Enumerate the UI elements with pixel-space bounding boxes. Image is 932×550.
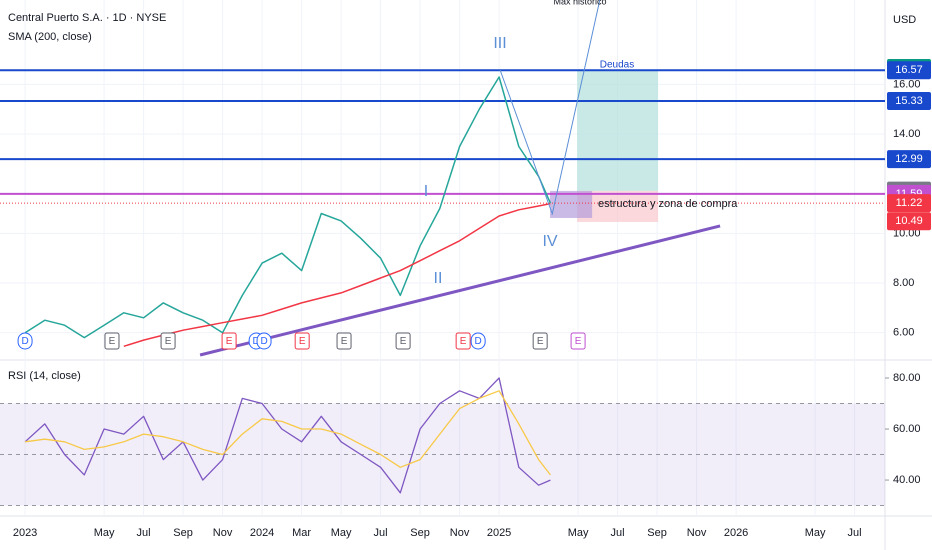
x-tick-label: Jul	[374, 527, 388, 539]
chart-title: Central Puerto S.A. · 1D · NYSE	[8, 12, 166, 24]
event-marker	[395, 332, 411, 350]
event-marker	[256, 332, 272, 350]
x-tick-label: 2024	[250, 527, 274, 539]
y-tick-label: 6.00	[893, 327, 914, 339]
event-marker	[532, 332, 548, 350]
event-label: E	[341, 336, 348, 347]
x-tick-label: Jul	[848, 527, 862, 539]
event-label: D	[260, 336, 267, 347]
series-line	[24, 377, 551, 494]
y-tick-label: 16.00	[893, 78, 921, 90]
annotation: IV	[542, 233, 557, 250]
price-label-box	[887, 212, 931, 231]
event-marker	[160, 332, 176, 350]
trend-line	[199, 224, 721, 357]
x-tick-label: 2025	[487, 527, 511, 539]
annotation: estructura y zona de compra	[598, 198, 738, 210]
event-marker	[104, 332, 120, 350]
y-tick-label: 8.00	[893, 277, 914, 289]
event-marker	[470, 332, 486, 350]
annotation: Max histórico	[553, 0, 606, 6]
x-tick-label: May	[568, 527, 589, 539]
annotation: II	[434, 270, 443, 287]
trend-line	[499, 69, 553, 214]
series-line	[123, 202, 551, 348]
rsi-title: RSI (14, close)	[8, 370, 81, 382]
x-tick-label: Nov	[687, 527, 707, 539]
x-tick-label: Nov	[213, 527, 233, 539]
y-tick-label: 40.00	[893, 474, 921, 486]
currency-label: USD	[893, 14, 916, 26]
x-tick-label: Jul	[611, 527, 625, 539]
price-label-box	[887, 92, 931, 111]
price-label: 15.33	[895, 95, 923, 107]
x-tick-label: Mar	[292, 527, 311, 539]
annotation: III	[493, 35, 506, 52]
event-label: E	[109, 336, 116, 347]
event-label: E	[460, 336, 467, 347]
event-marker	[17, 332, 33, 350]
x-tick-label: Jul	[137, 527, 151, 539]
price-label: 16.57	[895, 64, 923, 76]
x-tick-label: 2026	[724, 527, 748, 539]
x-tick-label: May	[805, 527, 826, 539]
event-label: E	[575, 336, 582, 347]
event-label: D	[475, 336, 482, 347]
price-label-box	[887, 150, 931, 169]
annotation: I	[424, 183, 428, 200]
event-marker	[221, 332, 237, 350]
x-tick-label: 2023	[13, 527, 37, 539]
event-label: D	[253, 336, 260, 347]
event-label: E	[299, 336, 306, 347]
event-label: E	[165, 336, 172, 347]
event-label: E	[537, 336, 544, 347]
event-marker	[455, 332, 471, 350]
position-box	[577, 70, 659, 191]
y-tick-label: 60.00	[893, 423, 921, 435]
x-tick-label: Sep	[647, 527, 667, 539]
position-box	[550, 190, 593, 218]
y-tick-label: 10.00	[893, 227, 921, 239]
annotation: Deudas	[600, 60, 634, 71]
event-marker	[570, 332, 586, 350]
event-label: E	[226, 336, 233, 347]
legend-entry: SMA (200, close)	[8, 31, 92, 43]
event-marker	[294, 332, 310, 350]
price-label-box	[887, 194, 931, 213]
event-label: D	[21, 336, 28, 347]
x-tick-label: Sep	[410, 527, 430, 539]
y-tick-label: 80.00	[893, 372, 921, 384]
trend-line	[551, 0, 601, 216]
x-tick-label: Nov	[450, 527, 470, 539]
price-label-box	[887, 61, 931, 80]
x-tick-label: May	[94, 527, 115, 539]
x-tick-label: May	[331, 527, 352, 539]
event-marker	[336, 332, 352, 350]
series-line	[25, 390, 551, 476]
price-label: 11.22	[896, 197, 923, 209]
event-label: E	[400, 336, 407, 347]
price-label: 12.99	[895, 153, 923, 165]
series-line	[24, 76, 552, 339]
x-tick-label: Sep	[173, 527, 193, 539]
price-label: 10.49	[895, 215, 923, 227]
y-tick-label: 14.00	[893, 128, 921, 140]
